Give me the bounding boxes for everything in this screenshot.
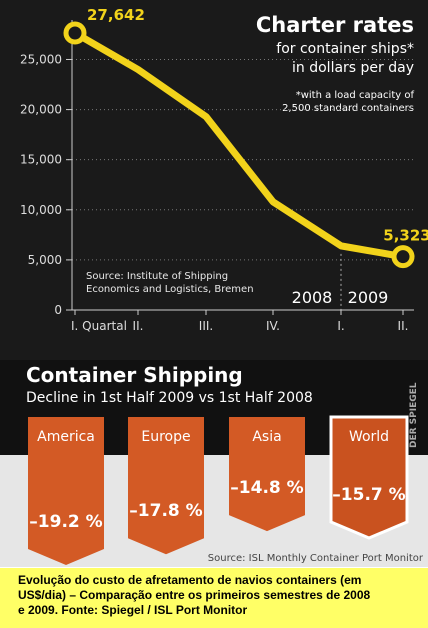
- y-tick-label: 20,000: [20, 103, 62, 117]
- chart-footnote-line-2: 2,500 standard containers: [282, 103, 414, 114]
- year-label-2008: 2008: [292, 288, 333, 307]
- x-tick-label: I. Quartal: [71, 319, 127, 333]
- x-tick-label: II.: [133, 319, 144, 333]
- chart-title: Charter rates: [256, 13, 414, 37]
- chart-subtitle-line-2: in dollars per day: [292, 60, 414, 76]
- x-tick-label: II.: [398, 319, 409, 333]
- bar-category-label: America: [37, 429, 95, 445]
- highlight-value-label: 5,323: [383, 227, 428, 245]
- bar-asia: [229, 417, 305, 532]
- container-title: Container Shipping: [26, 363, 243, 387]
- caption-line-2: US$/dia) – Comparação entre os primeiros…: [18, 588, 370, 602]
- y-tick-label: 25,000: [20, 52, 62, 66]
- caption-line-1: Evolução do custo de afretamento de navi…: [18, 573, 361, 587]
- container-source: Source: ISL Monthly Container Port Monit…: [208, 553, 424, 564]
- x-axis: I. Quartal II. III. IV. I. II.: [71, 309, 414, 333]
- bar-value-label: –19.2 %: [29, 512, 102, 532]
- bar-category-label: Europe: [141, 429, 190, 445]
- bar-category-label: Asia: [252, 429, 281, 445]
- x-tick-label: I.: [337, 319, 344, 333]
- year-label-2009: 2009: [348, 288, 389, 307]
- caption-line-3: e 2009. Fonte: Spiegel / ISL Port Monito…: [18, 603, 247, 617]
- charter-rates-panel: [0, 0, 428, 360]
- y-axis: 0 5,000 10,000 15,000 20,000 25,000: [20, 20, 73, 317]
- container-subtitle: Decline in 1st Half 2009 vs 1st Half 200…: [26, 390, 313, 406]
- series-line: [71, 29, 407, 261]
- bar-value-label: –17.8 %: [129, 501, 202, 521]
- x-tick-label: IV.: [266, 319, 280, 333]
- chart-subtitle-line-1: for container ships*: [276, 41, 414, 57]
- y-tick-label: 5,000: [28, 253, 62, 267]
- y-tick-label: 0: [54, 303, 62, 317]
- y-tick-label: 15,000: [20, 153, 62, 167]
- highlight-point: [63, 21, 87, 45]
- container-bars: America –19.2 % Europe –17.8 % Asia –14.8 % Wo…: [28, 415, 409, 565]
- bar-america: [28, 417, 104, 565]
- charter-rate-line: [71, 29, 407, 261]
- chart-source-line-2: Economics and Logistics, Bremen: [86, 284, 254, 295]
- highlight-point: [391, 245, 415, 269]
- y-tick-label: 10,000: [20, 203, 62, 217]
- spiegel-watermark: DER SPIEGEL: [409, 382, 419, 448]
- bar-category-label: World: [349, 429, 389, 445]
- chart-footnote-line-1: *with a load capacity of: [296, 90, 415, 101]
- bar-world: [329, 415, 409, 540]
- highlight-labels: 27,642 5,323: [63, 6, 428, 269]
- x-tick-label: III.: [199, 319, 213, 333]
- bar-value-label: –14.8 %: [230, 478, 303, 498]
- bar-europe: [128, 417, 204, 555]
- bar-value-label: –15.7 %: [332, 485, 405, 505]
- highlight-value-label: 27,642: [87, 6, 145, 24]
- caption-panel: [0, 568, 428, 628]
- chart-source-line-1: Source: Institute of Shipping: [86, 271, 228, 282]
